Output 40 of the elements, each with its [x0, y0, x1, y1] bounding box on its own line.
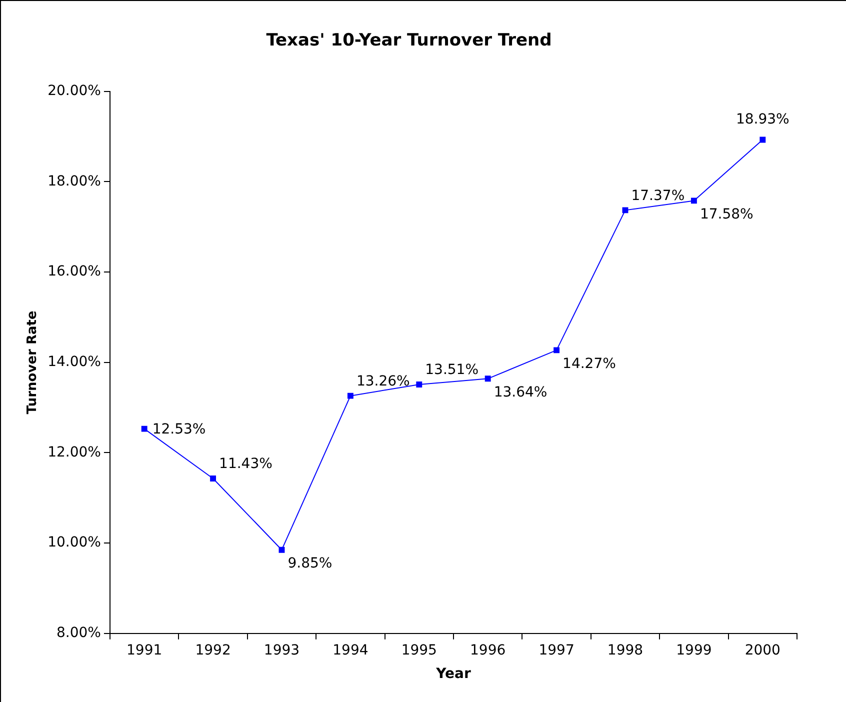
x-tick-label: 1996 — [470, 642, 506, 658]
y-axis-title: Turnover Rate — [25, 310, 40, 414]
point — [278, 546, 285, 553]
x-tick-label: 1991 — [126, 642, 162, 658]
y-tick-label: 16.00% — [48, 264, 101, 280]
point — [690, 198, 697, 204]
y-tick-label: 12.00% — [48, 444, 101, 460]
y-tick-label: 18.00% — [48, 173, 101, 190]
text: 11.43% — [219, 456, 272, 472]
point — [210, 476, 216, 482]
x-axis-title: Year — [435, 666, 471, 682]
text: 17.37% — [631, 188, 685, 204]
point — [141, 426, 148, 432]
x-tick-label: 1998 — [607, 642, 644, 658]
x-tick-label: 1993 — [264, 642, 300, 658]
x-tick-label: 1995 — [401, 642, 437, 658]
y-tick-label: 20.00% — [48, 83, 101, 100]
point — [622, 207, 628, 214]
text: 14.27% — [562, 356, 616, 372]
text: 9.85% — [288, 555, 332, 572]
text: 17.58% — [700, 206, 754, 222]
text: 12.53% — [152, 421, 206, 438]
text: 13.64% — [494, 384, 548, 400]
y-tick-label: 10.00% — [48, 534, 101, 551]
x-tick-label: 1994 — [332, 642, 368, 658]
x-tick-label: 2000 — [744, 642, 780, 658]
text: 13.51% — [425, 362, 479, 378]
x-tick-label: 1992 — [195, 642, 231, 658]
point — [760, 136, 766, 143]
y-tick-label: 14.00% — [48, 354, 101, 370]
text: 18.93% — [736, 111, 790, 128]
point — [484, 376, 491, 382]
point — [347, 392, 354, 399]
y-tick-label: 8.00% — [56, 625, 101, 642]
point — [554, 347, 560, 354]
x-tick-label: 1997 — [538, 642, 574, 658]
x-tick-label: 1999 — [676, 642, 712, 658]
point — [416, 382, 422, 388]
chart-title: Texas' 10-Year Turnover Trend — [266, 30, 552, 51]
text: 13.26% — [356, 373, 410, 390]
